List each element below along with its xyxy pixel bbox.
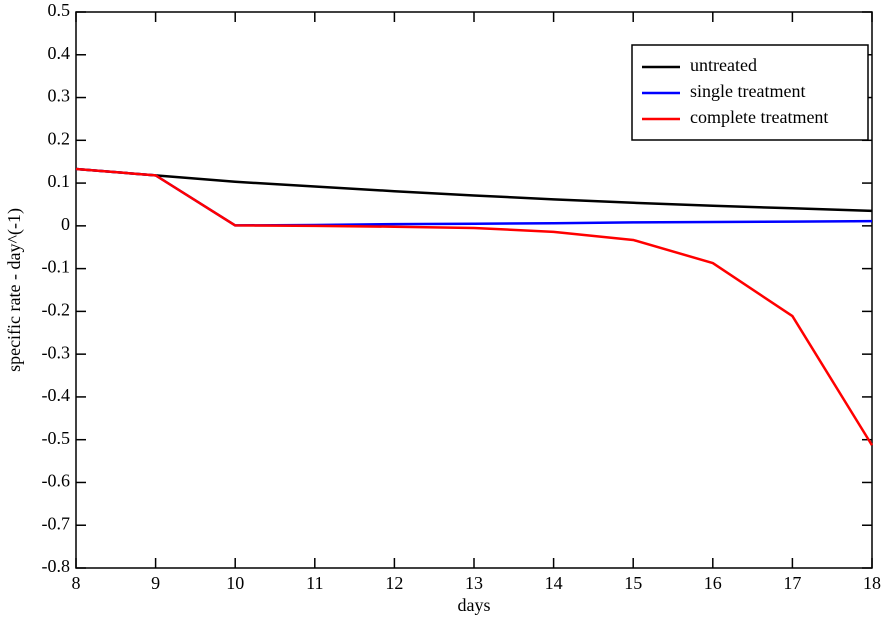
x-tick-label: 18 (863, 573, 881, 593)
y-tick-label: 0 (61, 214, 70, 234)
x-tick-label: 11 (306, 573, 323, 593)
y-tick-label: 0.3 (48, 86, 71, 106)
y-tick-label: -0.6 (42, 471, 71, 491)
legend-label: untreated (690, 55, 757, 75)
y-tick-label: -0.1 (42, 257, 71, 277)
x-tick-label: 17 (783, 573, 801, 593)
y-tick-label: -0.4 (42, 385, 71, 405)
x-tick-label: 13 (465, 573, 483, 593)
x-tick-label: 8 (72, 573, 81, 593)
legend-label: single treatment (690, 81, 805, 101)
series-line (75, 167, 873, 213)
x-tick-label: 9 (151, 573, 160, 593)
x-tick-label: 15 (624, 573, 642, 593)
y-tick-label: 0.2 (48, 128, 71, 148)
y-tick-label: 0.4 (48, 43, 71, 63)
y-tick-label: 0.5 (48, 0, 71, 20)
y-tick-label: -0.7 (42, 513, 71, 533)
y-tick-label: -0.2 (42, 300, 71, 320)
legend-label: complete treatment (690, 107, 828, 127)
series-line (75, 167, 874, 446)
y-axis-label: specific rate - day^(-1) (4, 208, 25, 372)
x-tick-label: 10 (226, 573, 244, 593)
x-tick-label: 12 (385, 573, 403, 593)
y-tick-label: -0.8 (42, 556, 71, 576)
y-tick-label: -0.5 (42, 428, 71, 448)
x-tick-label: 14 (545, 573, 563, 593)
x-tick-label: 16 (704, 573, 722, 593)
y-tick-label: 0.1 (48, 171, 71, 191)
y-tick-label: -0.3 (42, 342, 71, 362)
x-axis-label: days (458, 595, 491, 615)
